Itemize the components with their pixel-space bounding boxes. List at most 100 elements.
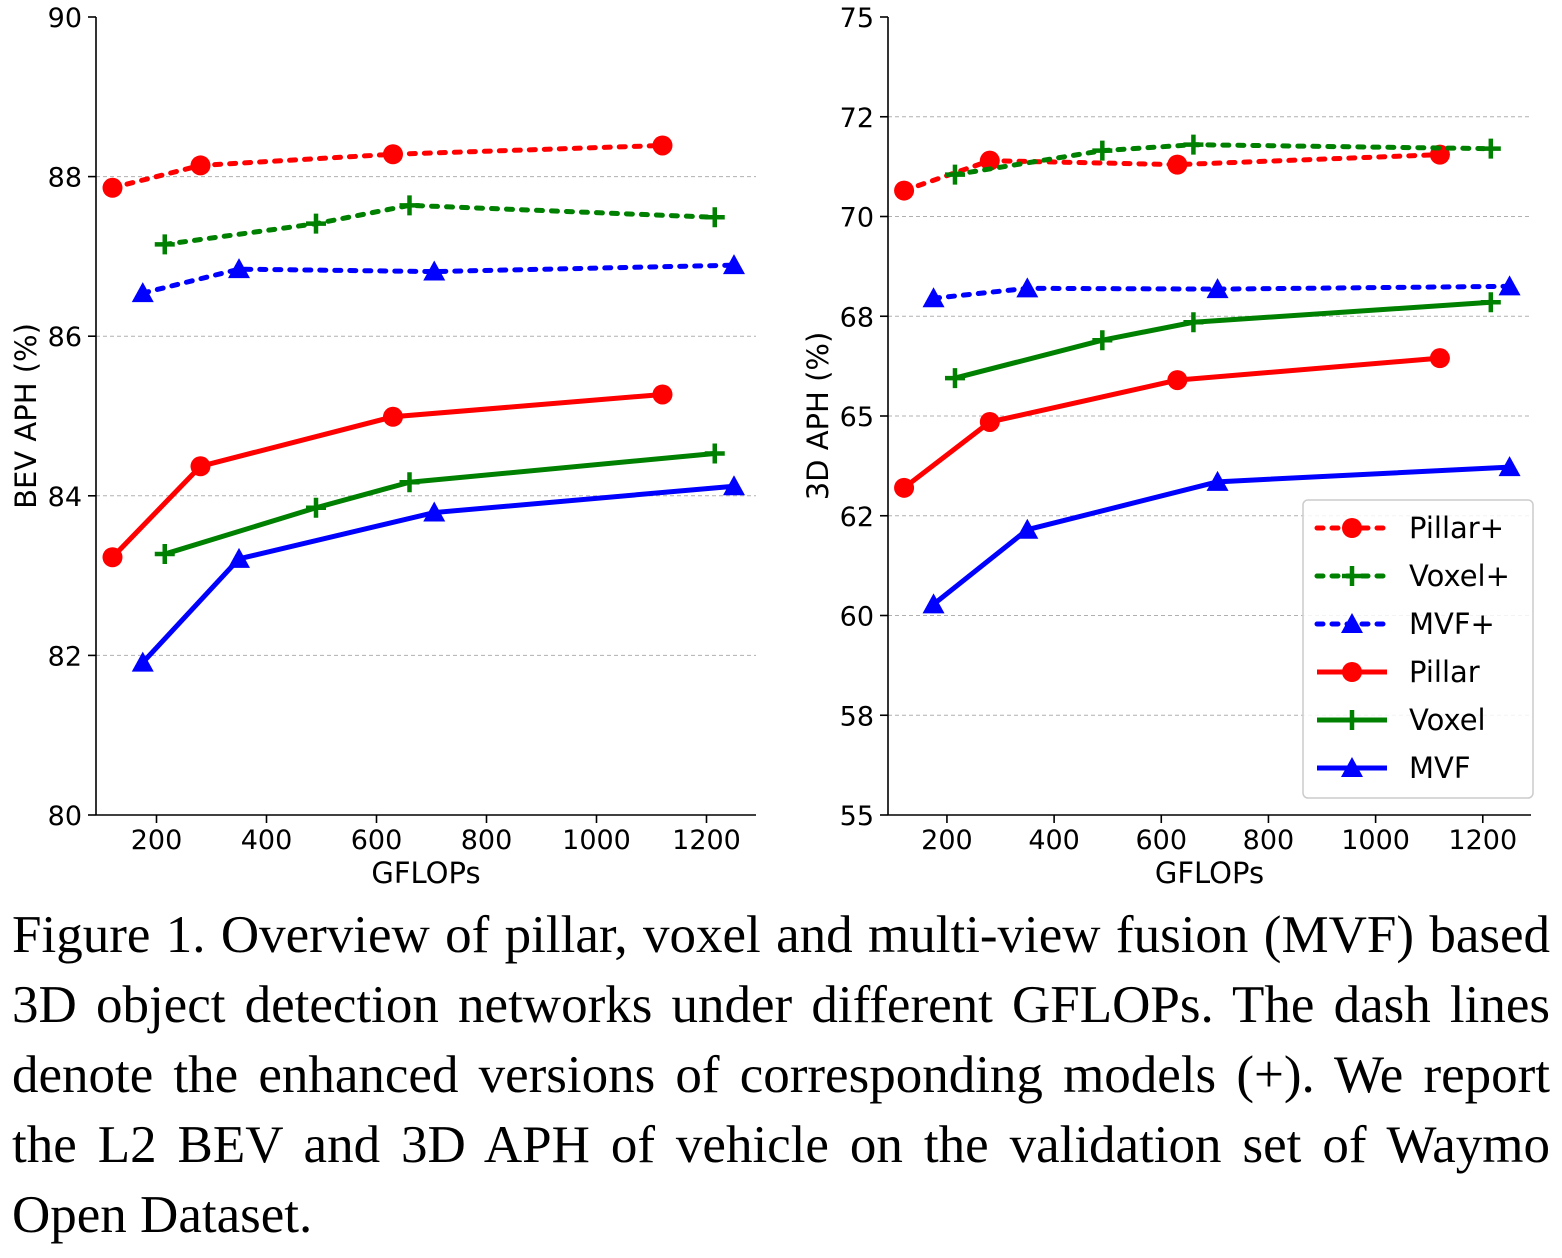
series-line bbox=[902, 355, 1441, 490]
y-tick-label: 58 bbox=[840, 701, 874, 732]
series-line bbox=[140, 262, 737, 296]
data-point-triangle bbox=[922, 287, 945, 308]
series-line bbox=[162, 202, 718, 247]
data-point-circle bbox=[979, 411, 1000, 432]
y-tick-label: 72 bbox=[840, 103, 874, 134]
data-point-plus bbox=[306, 213, 326, 234]
data-point-triangle bbox=[423, 260, 446, 281]
chart-3d-aph: 55 58 60 62 65 68 70 72 75 200 400 600 800 1000 1200 GF… bbox=[801, 3, 1534, 890]
data-point-plus bbox=[1342, 566, 1362, 586]
data-point-triangle bbox=[228, 547, 250, 568]
legend-label: MVF+ bbox=[1409, 607, 1495, 641]
data-point-circle bbox=[1429, 348, 1450, 369]
x-tick-label: 800 bbox=[1243, 825, 1295, 856]
x-tick-label: 800 bbox=[461, 825, 513, 856]
x-tick-label: 400 bbox=[1028, 825, 1080, 856]
data-point-plus bbox=[399, 472, 420, 493]
series bbox=[944, 292, 1501, 389]
data-point-triangle bbox=[922, 593, 945, 614]
y-tick-label: 90 bbox=[48, 3, 82, 34]
figure: 80 82 84 86 88 90 200 400 600 800 1000 1200 GFLOPs BE… bbox=[9, 3, 1534, 890]
data-point-triangle bbox=[423, 501, 446, 522]
data-point-plus bbox=[1092, 140, 1113, 161]
series-line bbox=[140, 483, 735, 665]
data-point-circle bbox=[652, 135, 673, 156]
data-point-triangle bbox=[1016, 518, 1039, 539]
data-point-triangle bbox=[723, 475, 745, 496]
data-point-plus bbox=[1092, 330, 1113, 351]
x-axis-label: GFLOPs bbox=[1155, 856, 1264, 890]
x-tick-label: 1200 bbox=[1448, 825, 1517, 856]
y-tick-label: 75 bbox=[840, 3, 874, 34]
figure-caption: Figure 1. Overview of pillar, voxel and … bbox=[12, 906, 1550, 1244]
y-tick-label: 84 bbox=[48, 482, 82, 513]
y-tick-label: 55 bbox=[840, 801, 874, 832]
data-point-circle bbox=[979, 150, 1000, 171]
series-line bbox=[954, 299, 1491, 381]
legend-label: Pillar bbox=[1409, 655, 1480, 689]
data-point-plus bbox=[1480, 292, 1501, 313]
data-point-triangle bbox=[723, 254, 745, 275]
legend-label: Voxel bbox=[1409, 703, 1486, 737]
data-point-circle bbox=[190, 155, 211, 176]
series bbox=[154, 443, 725, 565]
y-tick-label: 65 bbox=[840, 402, 874, 433]
series-line bbox=[931, 283, 1513, 301]
legend: Pillar+ Voxel+ MVF+ Pillar Voxel MVF bbox=[1302, 499, 1534, 799]
series bbox=[154, 195, 725, 255]
data-point-plus bbox=[1342, 710, 1362, 730]
data-point-triangle bbox=[228, 258, 250, 279]
legend-label: MVF bbox=[1409, 751, 1471, 785]
x-tick-label: 600 bbox=[351, 825, 403, 856]
data-point-circle bbox=[1342, 518, 1362, 538]
data-point-plus bbox=[944, 368, 965, 389]
data-point-plus bbox=[399, 195, 420, 216]
x-tick-label: 200 bbox=[921, 825, 973, 856]
data-point-plus bbox=[944, 164, 965, 185]
data-point-circle bbox=[190, 456, 211, 477]
y-tick-label: 88 bbox=[48, 163, 82, 194]
y-tick-label: 70 bbox=[840, 203, 874, 234]
series-line bbox=[952, 142, 1494, 178]
y-tick-label: 86 bbox=[48, 322, 82, 353]
x-tick-label: 200 bbox=[131, 825, 183, 856]
data-point-triangle bbox=[131, 282, 154, 303]
data-point-circle bbox=[1167, 370, 1188, 391]
x-axis-label: GFLOPs bbox=[371, 856, 480, 890]
y-axis-label: 3D APH (%) bbox=[801, 332, 835, 501]
y-tick-label: 68 bbox=[840, 302, 874, 333]
data-point-triangle bbox=[1498, 456, 1521, 477]
y-tick-label: 62 bbox=[840, 502, 874, 533]
data-point-triangle bbox=[1206, 278, 1229, 299]
data-point-triangle bbox=[131, 651, 154, 672]
data-point-triangle bbox=[1498, 275, 1521, 296]
series-line bbox=[110, 391, 663, 559]
series bbox=[922, 275, 1521, 308]
data-point-plus bbox=[154, 234, 175, 255]
x-tick-label: 1000 bbox=[1341, 825, 1410, 856]
chart-bev-aph: 80 82 84 86 88 90 200 400 600 800 1000 1200 GFLOPs BE… bbox=[9, 3, 756, 890]
data-point-circle bbox=[102, 547, 123, 568]
legend-label: Pillar+ bbox=[1409, 511, 1504, 545]
data-point-plus bbox=[704, 207, 725, 228]
data-point-plus bbox=[306, 497, 326, 518]
series bbox=[894, 348, 1450, 498]
data-point-circle bbox=[383, 406, 403, 427]
series bbox=[922, 456, 1521, 614]
y-tick-label: 60 bbox=[840, 602, 874, 633]
data-point-plus bbox=[704, 443, 725, 464]
data-point-circle bbox=[102, 177, 123, 198]
series bbox=[944, 134, 1501, 185]
data-point-circle bbox=[1342, 662, 1362, 682]
data-point-plus bbox=[1480, 138, 1501, 159]
series-line bbox=[931, 464, 1510, 607]
data-point-plus bbox=[1183, 134, 1204, 155]
y-tick-label: 80 bbox=[48, 801, 82, 832]
data-point-circle bbox=[894, 180, 915, 201]
y-axis-label: BEV APH (%) bbox=[9, 323, 43, 509]
data-point-circle bbox=[894, 477, 915, 498]
data-point-circle bbox=[383, 144, 403, 165]
x-tick-label: 400 bbox=[241, 825, 293, 856]
x-tick-label: 600 bbox=[1136, 825, 1188, 856]
series-line bbox=[110, 142, 665, 191]
